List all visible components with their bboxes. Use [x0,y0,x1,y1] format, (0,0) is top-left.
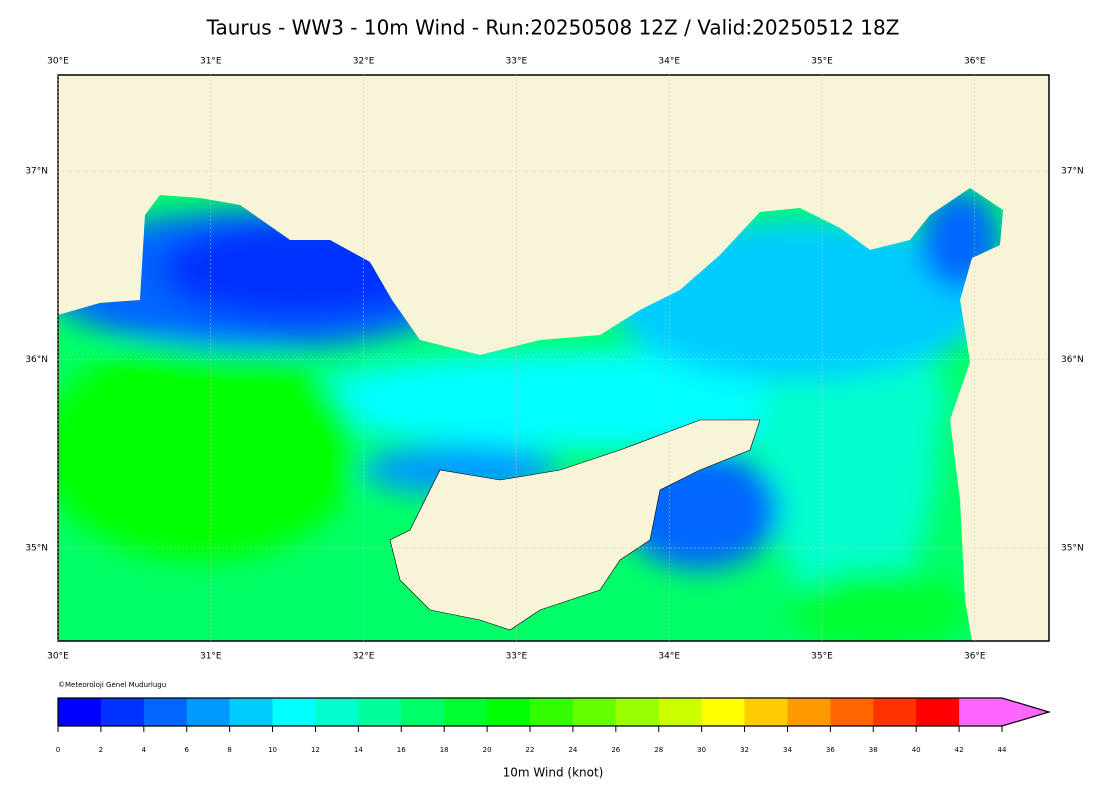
credit: ©Meteoroloji Genel Mudurlugu [58,681,166,689]
colorbar-swatch [358,698,402,726]
lon-label: 35°E [811,57,833,67]
lat-label: 35°N [1061,544,1084,554]
lat-label: 37°N [25,167,48,177]
colorbar-tick-label: 20 [483,746,492,754]
lat-label: 35°N [25,544,48,554]
map-frame [57,74,1050,642]
lat-label: 37°N [1061,167,1084,177]
colorbar-swatch [916,698,960,726]
colorbar-tick-label: 22 [526,746,535,754]
colorbar-tick-label: 12 [311,746,320,754]
colorbar-tick-label: 38 [869,746,878,754]
colorbar-tick-label: 8 [227,746,231,754]
lon-label: 31°E [200,652,222,662]
colorbar-tick-label: 18 [440,746,449,754]
colorbar-swatch [272,698,316,726]
colorbar-swatch [487,698,531,726]
lon-label: 32°E [353,57,375,67]
colorbar-tick-label: 2 [99,746,103,754]
colorbar-tick-label: 10 [268,746,277,754]
colorbar-tick-label: 24 [568,746,577,754]
colorbar-outline [57,697,1052,727]
lon-label: 34°E [658,652,680,662]
colorbar-swatch [186,698,231,726]
colorbar-tick-label: 40 [912,746,921,754]
colorbar-tick-label: 4 [142,746,147,754]
colorbar-tick-label: 14 [354,746,363,754]
cyprus [389,419,761,631]
colorbar-tick-label: 34 [783,746,792,754]
colorbar-swatch [143,698,188,726]
colorbar-swatch [658,698,703,726]
lat-label: 36°N [25,355,48,365]
colorbar-tick-label: 6 [184,746,189,754]
lon-label: 33°E [506,57,528,67]
colorbar-arrow [959,698,1049,726]
colorbar: 0 2 4 6 8 10 12 14 16 18 20 22 24 26 28 30 32 34 36 38 40 42 4… [56,697,1052,754]
colorbar-tick-label: 26 [611,746,620,754]
colorbar-swatch [58,698,102,726]
lon-label: 36°E [964,57,986,67]
colorbar-swatch [315,698,359,726]
colorbar-tick-label: 0 [56,746,60,754]
colorbar-tick-label: 28 [654,746,663,754]
axis-labels: 30°E 30°E 31°E 31°E 32°E 32°E 33°E 33°E 34°E 34°E… [25,57,1083,662]
colorbar-tick-label: 30 [697,746,706,754]
colorbar-tick-label: 44 [998,746,1007,754]
colorbar-swatch [530,698,574,726]
colorbar-swatch [701,698,746,726]
colorbar-swatch [787,698,831,726]
colorbar-tick-label: 32 [740,746,749,754]
colorbar-tick-label: 42 [955,746,964,754]
colorbar-swatch [229,698,274,726]
lon-label: 30°E [47,652,69,662]
colorbar-tick-label: 36 [826,746,835,754]
colorbar-swatch [830,698,874,726]
colorbar-swatch [873,698,917,726]
lon-label: 31°E [200,57,222,67]
lat-label: 36°N [1061,355,1084,365]
colorbar-swatch [100,698,145,726]
colorbar-swatch [401,698,445,726]
lon-label: 36°E [964,652,986,662]
lon-label: 35°E [811,652,833,662]
colorbar-tick-label: 16 [397,746,406,754]
colorbar-swatch [572,698,617,726]
colorbar-swatch [744,698,788,726]
lon-label: 34°E [658,57,680,67]
lon-label: 33°E [506,652,528,662]
colorbar-swatch [615,698,660,726]
colorbar-label: 10m Wind (knot) [503,766,604,780]
colorbar-swatch [444,698,488,726]
lon-label: 32°E [353,652,375,662]
title: Taurus - WW3 - 10m Wind - Run:20250508 1… [206,16,900,40]
wind-field [58,188,1003,641]
lon-label: 30°E [47,57,69,67]
